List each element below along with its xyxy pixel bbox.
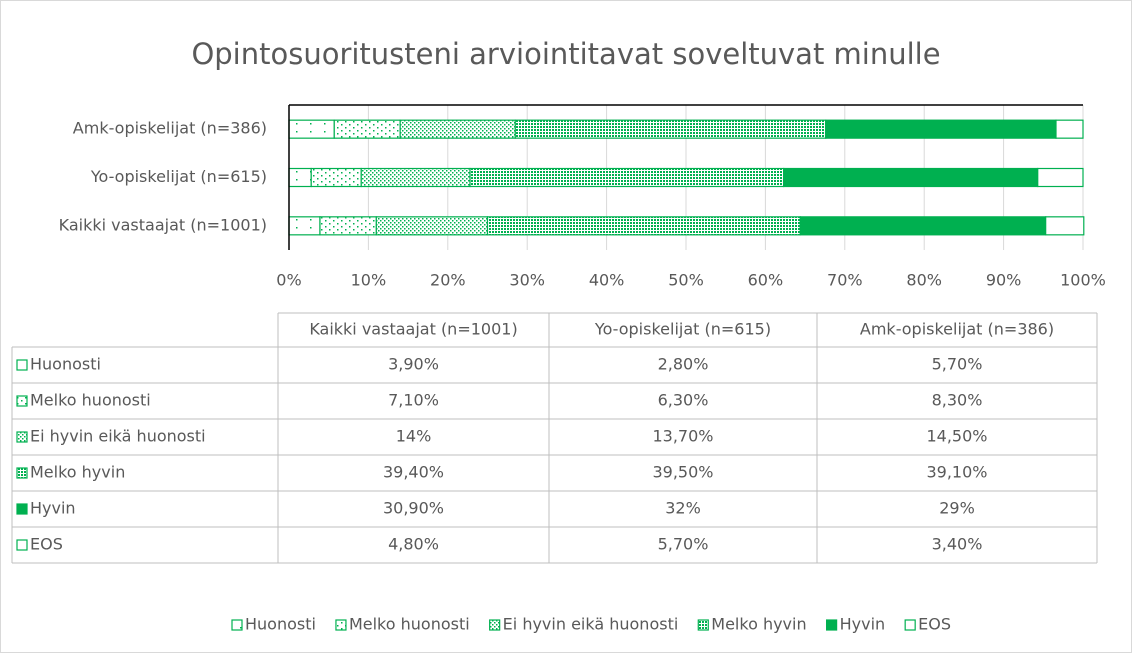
legend-key (16, 503, 28, 515)
table-cell: 39,50% (652, 463, 713, 482)
table-cell: 7,10% (388, 391, 439, 410)
bar-segment (799, 216, 1047, 236)
legend-key (697, 619, 709, 631)
legend-key (16, 431, 28, 443)
table-row-label: EOS (30, 535, 63, 554)
table-cell: 3,40% (932, 535, 983, 554)
bar-segment (310, 167, 362, 188)
y-tick-label: Amk-opiskelijat (n=386) (73, 119, 267, 138)
bar-segment (375, 216, 489, 236)
table-cell: 6,30% (658, 391, 709, 410)
bar-segment (399, 119, 516, 139)
x-tick-label: 0% (276, 271, 301, 290)
table-cell: 32% (665, 499, 701, 518)
table-header: Amk-opiskelijat (n=386) (860, 320, 1054, 339)
table-row-label: Ei hyvin eikä huonosti (30, 427, 206, 446)
table-cell: 8,30% (932, 391, 983, 410)
bar-segment (288, 167, 312, 188)
table-cell: 29% (939, 499, 975, 518)
legend-label: Hyvin (840, 615, 886, 634)
legend-key (489, 619, 501, 631)
table-cell: 4,80% (388, 535, 439, 554)
bar-segment (1037, 167, 1084, 188)
x-tick-label: 80% (906, 271, 942, 290)
table-header: Kaikki vastaajat (n=1001) (309, 320, 517, 339)
bar-segment (1045, 216, 1085, 236)
table-row-label: Melko hyvin (30, 463, 125, 482)
table-row-label: Hyvin (30, 499, 76, 518)
table-cell: 30,90% (383, 499, 444, 518)
bar-segment (333, 119, 401, 139)
x-tick-label: 90% (986, 271, 1022, 290)
bar-segment (825, 119, 1057, 139)
legend-label: Huonosti (245, 615, 316, 634)
legend-key (16, 539, 28, 551)
bar-segment (288, 119, 335, 139)
legend-label: Melko huonosti (349, 615, 470, 634)
table-cell: 5,70% (658, 535, 709, 554)
table-cell: 39,40% (383, 463, 444, 482)
x-tick-label: 10% (351, 271, 387, 290)
table-row-label: Huonosti (30, 355, 101, 374)
table-cell: 5,70% (932, 355, 983, 374)
legend-key (231, 619, 243, 631)
chart-title: Opintosuoritusteni arviointitavat sovelt… (191, 37, 940, 71)
x-tick-label: 40% (589, 271, 625, 290)
table-row-label: Melko huonosti (30, 391, 151, 410)
x-tick-label: 30% (509, 271, 545, 290)
table-header: Yo-opiskelijat (n=615) (594, 320, 771, 339)
x-tick-label: 70% (827, 271, 863, 290)
legend-key (16, 395, 28, 407)
x-tick-label: 100% (1060, 271, 1106, 290)
y-tick-label: Yo-opiskelijat (n=615) (90, 167, 267, 186)
x-tick-label: 50% (668, 271, 704, 290)
legend-key (335, 619, 347, 631)
bar-segment (469, 167, 785, 188)
table-cell: 2,80% (658, 355, 709, 374)
legend-key (16, 359, 28, 371)
legend-label: Ei hyvin eikä huonosti (503, 615, 679, 634)
bar-segment (319, 216, 377, 236)
y-tick-label: Kaikki vastaajat (n=1001) (59, 215, 267, 234)
bar-segment (486, 216, 801, 236)
bar-segment (360, 167, 471, 188)
table-cell: 3,90% (388, 355, 439, 374)
legend-key (904, 619, 916, 631)
bar-segment (288, 216, 321, 236)
table-cell: 39,10% (926, 463, 987, 482)
table-cell: 14% (396, 427, 432, 446)
bar-segment (514, 119, 827, 139)
x-tick-label: 20% (430, 271, 466, 290)
legend-key (16, 467, 28, 479)
x-tick-label: 60% (748, 271, 784, 290)
legend-label: Melko hyvin (711, 615, 806, 634)
table-cell: 13,70% (652, 427, 713, 446)
bar-segment (1055, 119, 1084, 139)
table-cell: 14,50% (926, 427, 987, 446)
legend-key (826, 619, 838, 631)
bar-segment (783, 167, 1039, 188)
legend-label: EOS (918, 615, 951, 634)
